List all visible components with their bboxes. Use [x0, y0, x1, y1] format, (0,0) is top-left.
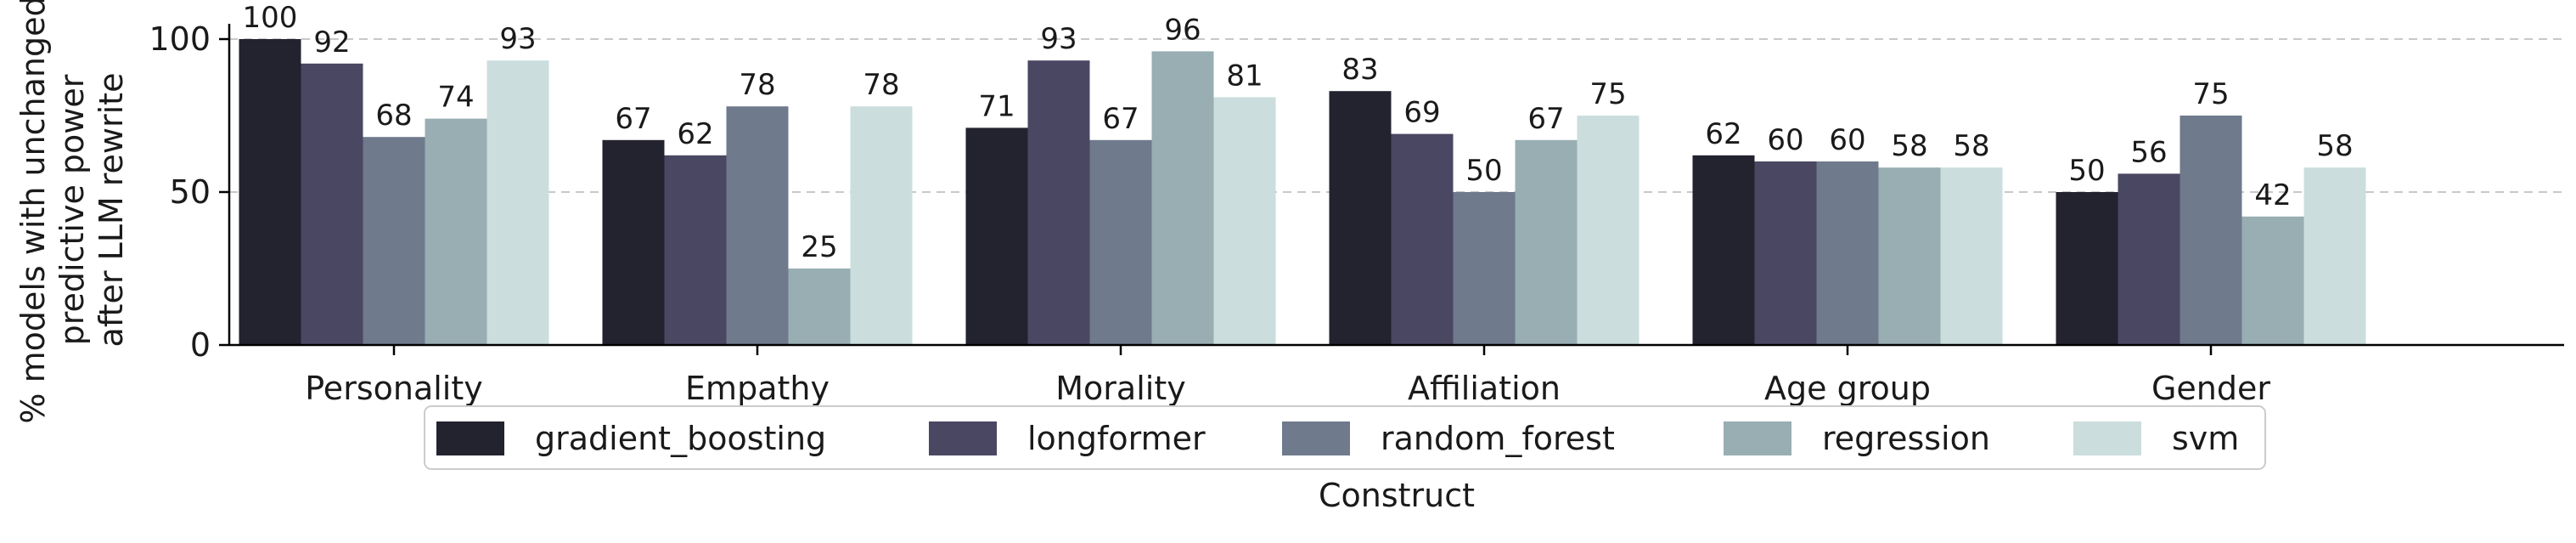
- bar-random_forest-personality: [363, 137, 425, 345]
- bar-random_forest-empathy: [726, 106, 789, 345]
- legend-swatch: [929, 421, 997, 455]
- bar-gradient_boosting-age-group: [1692, 155, 1755, 345]
- legend-label: svm: [2172, 420, 2239, 457]
- y-axis-title-line: % models with unchanged: [14, 0, 52, 424]
- bar-longformer-empathy: [664, 155, 727, 345]
- y-tick-label: 100: [149, 20, 211, 58]
- x-tick-label: Gender: [2151, 370, 2270, 407]
- bar-longformer-age-group: [1754, 161, 1817, 345]
- bar-svm-affiliation: [1577, 116, 1640, 345]
- data-label: 69: [1403, 96, 1440, 130]
- data-label: 78: [863, 68, 899, 102]
- bar-svm-gender: [2303, 167, 2366, 345]
- bar-regression-gender: [2241, 216, 2304, 345]
- data-label: 58: [2316, 129, 2353, 163]
- y-axis-ticks: 0 50 100: [149, 20, 229, 364]
- x-tick-label: Affiliation: [1408, 370, 1561, 407]
- bar-regression-empathy: [788, 269, 851, 345]
- y-axis-title: % models with unchanged predictive power a…: [14, 0, 130, 424]
- bar-svm-age-group: [1940, 167, 2003, 345]
- x-tick-label: Morality: [1055, 370, 1185, 407]
- y-tick-label: 50: [170, 173, 211, 211]
- bar-random_forest-affiliation: [1453, 192, 1516, 345]
- x-tick-label: Personality: [305, 370, 482, 407]
- data-label: 56: [2130, 135, 2167, 169]
- bars-group: [239, 39, 2366, 346]
- bar-svm-morality: [1213, 97, 1276, 346]
- data-label: 42: [2254, 178, 2291, 212]
- x-axis-ticks: Personality Empathy Morality Affiliation Age…: [305, 345, 2270, 407]
- data-label: 25: [801, 230, 837, 264]
- x-tick-label: Age group: [1764, 370, 1931, 407]
- data-label: 67: [1102, 102, 1139, 136]
- data-label: 62: [677, 117, 713, 151]
- legend-swatch: [436, 421, 504, 455]
- x-tick-label: Empathy: [685, 370, 830, 407]
- bar-gradient_boosting-empathy: [602, 139, 665, 345]
- bar-svm-personality: [487, 60, 549, 345]
- data-label: 81: [1226, 59, 1263, 93]
- data-label: 71: [978, 89, 1015, 123]
- legend-label: random_forest: [1381, 420, 1615, 457]
- data-label: 58: [1953, 129, 1989, 163]
- data-label: 75: [1589, 77, 1626, 111]
- y-axis-title-line: after LLM rewrite: [93, 73, 130, 348]
- legend-label: gradient_boosting: [535, 420, 826, 457]
- bar-random_forest-age-group: [1816, 161, 1879, 345]
- data-label: 58: [1891, 129, 1927, 163]
- bar-gradient_boosting-affiliation: [1329, 91, 1392, 345]
- y-axis-title-line: predictive power: [53, 74, 91, 345]
- bar-regression-personality: [425, 118, 487, 345]
- bar-longformer-gender: [2118, 173, 2180, 345]
- data-label: 75: [2192, 77, 2229, 111]
- bar-svm-empathy: [850, 106, 913, 345]
- data-label: 78: [739, 68, 775, 102]
- data-label: 67: [1527, 102, 1564, 136]
- bar-gradient_boosting-morality: [965, 127, 1028, 345]
- data-label: 92: [313, 25, 350, 59]
- data-label: 60: [1829, 123, 1865, 157]
- data-label: 67: [615, 102, 651, 136]
- data-label: 62: [1705, 117, 1741, 151]
- bar-regression-age-group: [1878, 167, 1941, 345]
- legend-label: regression: [1822, 420, 1990, 457]
- legend-swatch: [1724, 421, 1791, 455]
- bar-longformer-morality: [1027, 60, 1090, 345]
- bar-regression-morality: [1151, 51, 1214, 346]
- data-label: 93: [499, 22, 536, 56]
- x-axis-title: Construct: [1319, 477, 1475, 514]
- y-tick-label: 0: [190, 326, 211, 364]
- data-label: 100: [243, 1, 298, 35]
- legend-label: longformer: [1027, 420, 1206, 457]
- legend-swatch: [1282, 421, 1350, 455]
- data-label: 93: [1040, 22, 1077, 56]
- data-labels-group: 100 92 68 74 93 67 62 78 25 78 71 93 67 96 81 83 69 50 67 7…: [243, 1, 2354, 264]
- data-label: 50: [1465, 154, 1502, 188]
- bar-longformer-personality: [301, 63, 363, 346]
- data-label: 60: [1767, 123, 1803, 157]
- data-label: 50: [2068, 154, 2105, 188]
- bar-gradient_boosting-gender: [2056, 192, 2118, 345]
- bar-gradient_boosting-personality: [239, 39, 301, 345]
- legend-swatch: [2073, 421, 2141, 455]
- data-label: 74: [437, 81, 474, 115]
- data-label: 96: [1164, 13, 1201, 47]
- data-label: 68: [375, 99, 412, 133]
- bar-longformer-affiliation: [1391, 133, 1454, 345]
- legend: gradient_boosting longformer random_forest…: [424, 405, 2266, 470]
- data-label: 83: [1341, 53, 1378, 87]
- bar-regression-affiliation: [1515, 139, 1578, 345]
- bar-random_forest-morality: [1089, 139, 1152, 345]
- bar-random_forest-gender: [2179, 116, 2242, 345]
